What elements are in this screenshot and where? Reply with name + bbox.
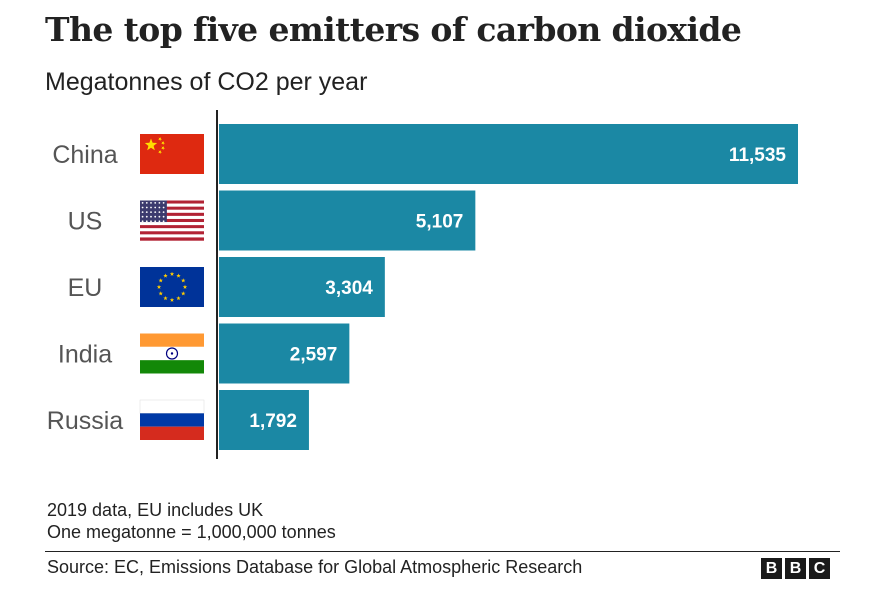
bar-value-label: 5,107 [416,212,464,233]
bbc-logo-letter: C [809,558,830,579]
bbc-logo-letter: B [761,558,782,579]
bbc-logo: B B C [761,558,830,579]
chart-title: The top five emitters of carbon dioxide [45,10,742,49]
category-label: Russia [47,407,124,435]
bar-value-label: 2,597 [290,345,338,366]
category-label: India [58,341,112,369]
bbc-logo-letter: B [785,558,806,579]
bar [219,124,798,184]
category-label: US [68,208,103,236]
footer-divider [45,551,840,552]
bar-chart: 11,535 China 5,107 US 3,304 EU 2,597 India 1,792… [47,110,798,459]
bar-value-label: 3,304 [325,278,373,299]
bar-value-label: 1,792 [249,411,297,432]
category-label: China [52,141,117,169]
china-flag-icon [140,134,204,174]
russia-flag-icon [139,399,205,440]
bar-value-label: 11,535 [729,145,786,166]
bar [219,390,309,450]
bar [219,257,385,317]
us-flag-icon [140,200,204,241]
category-label: EU [68,274,103,302]
source-text: Source: EC, Emissions Database for Globa… [47,557,583,577]
note-data-year: 2019 data, EU includes UK [47,500,264,520]
chart-subtitle: Megatonnes of CO2 per year [45,68,368,96]
eu-flag-icon [140,267,204,307]
note-megatonne: One megatonne = 1,000,000 tonnes [47,522,336,542]
india-flag-icon [140,333,204,374]
bar [219,323,350,384]
bar [219,190,476,251]
